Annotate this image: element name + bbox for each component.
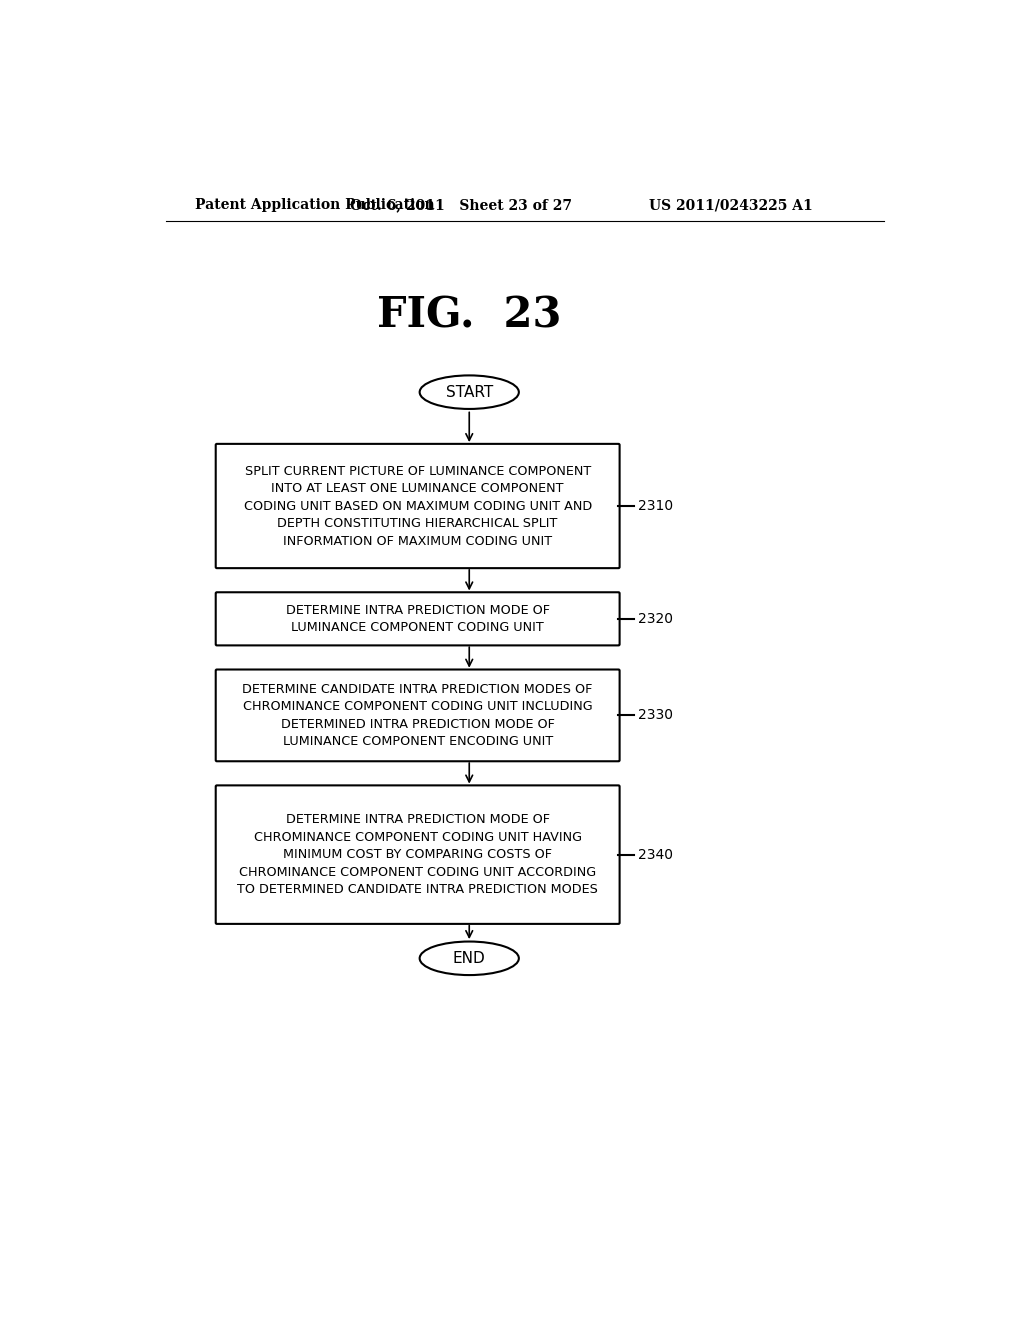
Text: 2320: 2320	[638, 612, 674, 626]
Text: SPLIT CURRENT PICTURE OF LUMINANCE COMPONENT
INTO AT LEAST ONE LUMINANCE COMPONE: SPLIT CURRENT PICTURE OF LUMINANCE COMPO…	[244, 465, 592, 548]
Text: FIG.  23: FIG. 23	[377, 294, 561, 337]
Text: Patent Application Publication: Patent Application Publication	[196, 198, 435, 213]
Text: END: END	[453, 950, 485, 966]
Text: Oct. 6, 2011   Sheet 23 of 27: Oct. 6, 2011 Sheet 23 of 27	[350, 198, 572, 213]
FancyBboxPatch shape	[216, 785, 620, 924]
Text: DETERMINE INTRA PREDICTION MODE OF
CHROMINANCE COMPONENT CODING UNIT HAVING
MINI: DETERMINE INTRA PREDICTION MODE OF CHROM…	[238, 813, 598, 896]
Text: 2340: 2340	[638, 847, 674, 862]
Text: DETERMINE INTRA PREDICTION MODE OF
LUMINANCE COMPONENT CODING UNIT: DETERMINE INTRA PREDICTION MODE OF LUMIN…	[286, 603, 550, 634]
Text: 2330: 2330	[638, 709, 674, 722]
Text: US 2011/0243225 A1: US 2011/0243225 A1	[649, 198, 813, 213]
FancyBboxPatch shape	[216, 669, 620, 762]
Ellipse shape	[420, 375, 519, 409]
FancyBboxPatch shape	[216, 593, 620, 645]
Text: 2310: 2310	[638, 499, 674, 513]
FancyBboxPatch shape	[216, 444, 620, 568]
Text: START: START	[445, 384, 493, 400]
Text: DETERMINE CANDIDATE INTRA PREDICTION MODES OF
CHROMINANCE COMPONENT CODING UNIT : DETERMINE CANDIDATE INTRA PREDICTION MOD…	[243, 682, 593, 748]
Ellipse shape	[420, 941, 519, 975]
